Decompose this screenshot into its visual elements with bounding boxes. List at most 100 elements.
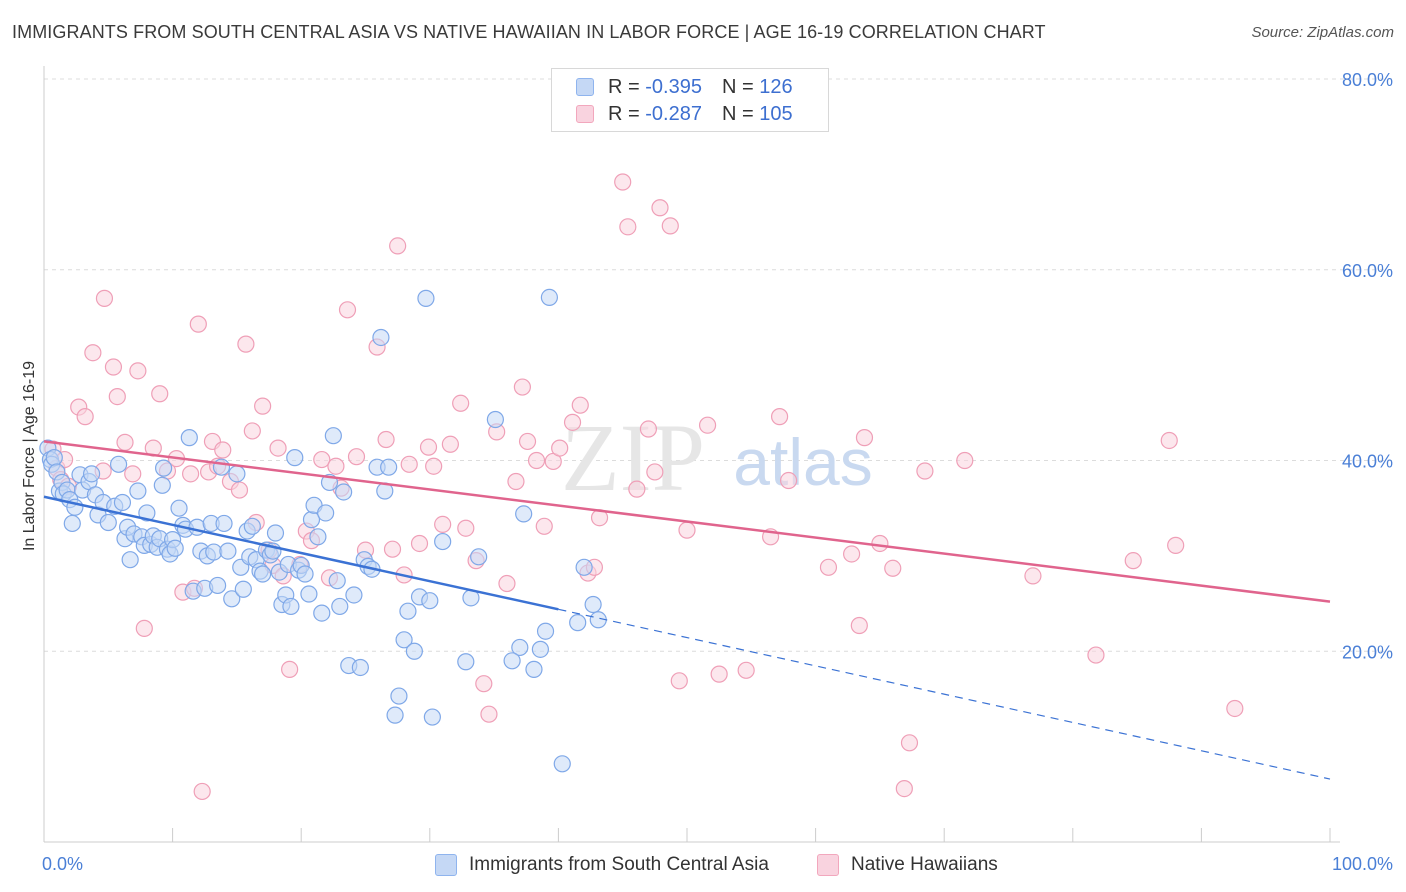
trend-lines <box>43 440 1331 780</box>
point-native-hawaiians-106 <box>1160 431 1178 450</box>
point-native-hawaiians-98 <box>871 534 889 553</box>
bottom-legend-label: Native Hawaiians <box>851 854 998 875</box>
point-south-central-asia-101 <box>390 687 408 705</box>
point-native-hawaiians-53 <box>389 237 407 255</box>
x-tick-label-1: 100.0% <box>1332 854 1393 874</box>
y-tick-label-0: 20.0% <box>1342 642 1393 662</box>
point-native-hawaiians-61 <box>452 394 470 412</box>
bottom-legend-swatch-pink <box>817 854 839 876</box>
chart-source: Source: ZipAtlas.com <box>1251 24 1394 41</box>
point-south-central-asia-112 <box>486 410 504 429</box>
point-native-hawaiians-9 <box>95 289 114 307</box>
bottom-legend-swatch-blue <box>435 854 457 876</box>
point-native-hawaiians-37 <box>269 439 287 457</box>
series-native-hawaiians <box>44 173 1244 801</box>
point-south-central-asia-121 <box>584 595 602 614</box>
point-native-hawaiians-104 <box>1087 646 1105 664</box>
point-native-hawaiians-102 <box>956 451 974 470</box>
point-south-central-asia-79 <box>300 585 318 603</box>
point-native-hawaiians-57 <box>419 438 438 456</box>
bottom-legend-pink: Native Hawaiians <box>817 852 998 878</box>
point-south-central-asia-74 <box>282 597 300 616</box>
x-tick-label-0: 0.0% <box>42 854 83 874</box>
point-native-hawaiians-96 <box>843 545 861 563</box>
point-native-hawaiians-110 <box>1226 699 1244 718</box>
point-native-hawaiians-28 <box>214 441 232 459</box>
point-native-hawaiians-89 <box>698 416 717 434</box>
point-native-hawaiians-12 <box>116 433 134 451</box>
point-south-central-asia-21 <box>109 455 128 473</box>
point-native-hawaiians-32 <box>243 422 261 440</box>
legend-r-label: R = <box>608 102 640 125</box>
point-native-hawaiians-24 <box>193 782 211 801</box>
point-native-hawaiians-6 <box>76 408 94 426</box>
point-native-hawaiians-84 <box>646 463 664 481</box>
point-native-hawaiians-64 <box>475 675 493 693</box>
point-south-central-asia-107 <box>421 592 439 610</box>
point-south-central-asia-15 <box>82 465 101 483</box>
point-native-hawaiians-95 <box>819 558 838 576</box>
point-native-hawaiians-74 <box>551 439 569 457</box>
point-native-hawaiians-101 <box>916 462 934 480</box>
point-native-hawaiians-55 <box>400 455 418 473</box>
point-south-central-asia-87 <box>328 572 346 590</box>
point-native-hawaiians-105 <box>1124 552 1142 570</box>
legend-n-value: 126 <box>759 75 793 98</box>
point-native-hawaiians-31 <box>237 335 255 353</box>
point-native-hawaiians-71 <box>527 451 546 470</box>
watermark-atlas: atlas <box>733 425 872 499</box>
point-south-central-asia-35 <box>153 476 171 494</box>
point-native-hawaiians-67 <box>498 574 516 593</box>
point-south-central-asia-46 <box>188 518 206 536</box>
point-south-central-asia-36 <box>154 459 173 477</box>
point-south-central-asia-99 <box>380 458 398 476</box>
point-south-central-asia-75 <box>286 449 304 467</box>
point-native-hawaiians-65 <box>480 705 498 723</box>
point-native-hawaiians-56 <box>410 534 429 553</box>
point-south-central-asia-56 <box>223 590 241 608</box>
point-south-central-asia-57 <box>228 465 246 483</box>
point-native-hawaiians-75 <box>563 413 582 431</box>
point-south-central-asia-104 <box>405 642 423 660</box>
point-native-hawaiians-80 <box>614 173 632 191</box>
point-native-hawaiians-93 <box>770 408 789 426</box>
point-south-central-asia-80 <box>302 511 321 529</box>
legend-swatch-blue <box>576 78 594 96</box>
point-south-central-asia-59 <box>234 580 252 598</box>
point-native-hawaiians-76 <box>571 396 589 414</box>
point-native-hawaiians-90 <box>710 665 728 683</box>
point-south-central-asia-114 <box>515 505 533 523</box>
point-south-central-asia-62 <box>243 517 261 535</box>
point-native-hawaiians-72 <box>535 517 553 535</box>
point-native-hawaiians-11 <box>108 387 126 406</box>
point-native-hawaiians-82 <box>628 480 646 498</box>
point-south-central-asia-91 <box>345 586 363 604</box>
point-south-central-asia-22 <box>113 493 132 512</box>
point-native-hawaiians-70 <box>518 432 537 451</box>
point-south-central-asia-83 <box>313 604 331 622</box>
point-native-hawaiians-39 <box>281 660 299 678</box>
point-native-hawaiians-100 <box>900 734 919 752</box>
point-south-central-asia-27 <box>129 482 147 500</box>
point-south-central-asia-88 <box>331 597 349 616</box>
trend-line-native-hawaiians <box>43 440 1331 603</box>
point-native-hawaiians-7 <box>84 344 102 362</box>
point-south-central-asia-52 <box>209 576 227 595</box>
point-south-central-asia-115 <box>525 660 543 678</box>
point-native-hawaiians-45 <box>327 457 345 475</box>
point-native-hawaiians-81 <box>619 218 637 236</box>
point-native-hawaiians-103 <box>1024 567 1042 585</box>
point-native-hawaiians-107 <box>1167 536 1185 554</box>
point-native-hawaiians-10 <box>104 358 123 376</box>
point-native-hawaiians-87 <box>670 672 688 690</box>
point-south-central-asia-3 <box>45 449 63 467</box>
point-south-central-asia-86 <box>324 427 342 445</box>
point-native-hawaiians-51 <box>377 430 395 449</box>
point-south-central-asia-53 <box>212 458 231 476</box>
point-south-central-asia-116 <box>536 622 555 640</box>
point-native-hawaiians-48 <box>347 448 366 466</box>
point-native-hawaiians-60 <box>441 435 459 453</box>
point-native-hawaiians-69 <box>513 378 531 396</box>
point-native-hawaiians-99 <box>884 559 902 577</box>
